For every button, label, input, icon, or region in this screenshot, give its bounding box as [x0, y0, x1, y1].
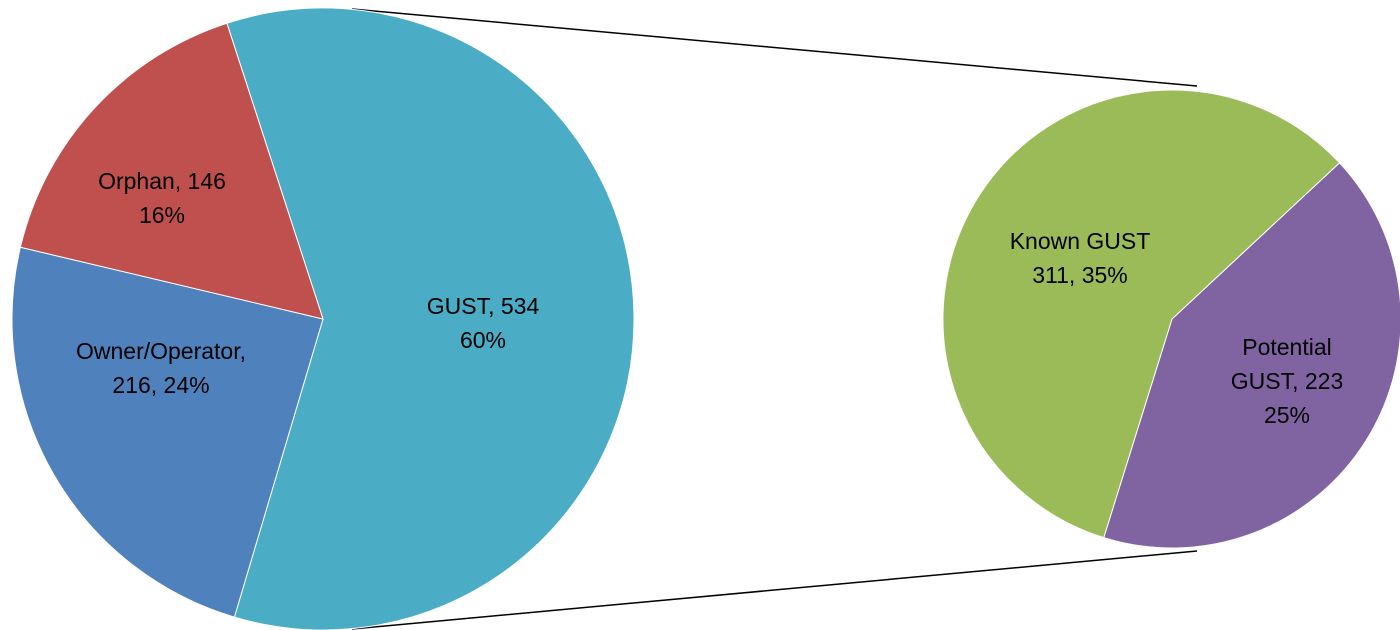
- data-label: 216, 24%: [112, 372, 209, 398]
- data-label: 60%: [460, 327, 506, 353]
- data-label: 25%: [1264, 402, 1310, 428]
- data-label: Potential: [1242, 334, 1332, 360]
- data-label: 311, 35%: [1032, 262, 1127, 288]
- data-label: 16%: [139, 202, 185, 228]
- pie-slice: [942, 89, 1341, 539]
- data-label: GUST, 223: [1231, 368, 1344, 394]
- data-label: Known GUST: [1010, 228, 1151, 254]
- connector-line: [351, 550, 1198, 630]
- connector-line: [351, 8, 1198, 87]
- pie-slice: [11, 246, 324, 618]
- data-label: GUST, 534: [427, 293, 540, 319]
- data-label: Orphan, 146: [98, 168, 226, 194]
- pie-slice: [1103, 162, 1400, 549]
- pie-slice: [19, 22, 324, 320]
- pie-slice: [226, 7, 635, 630]
- data-label: Owner/Operator,: [76, 338, 246, 364]
